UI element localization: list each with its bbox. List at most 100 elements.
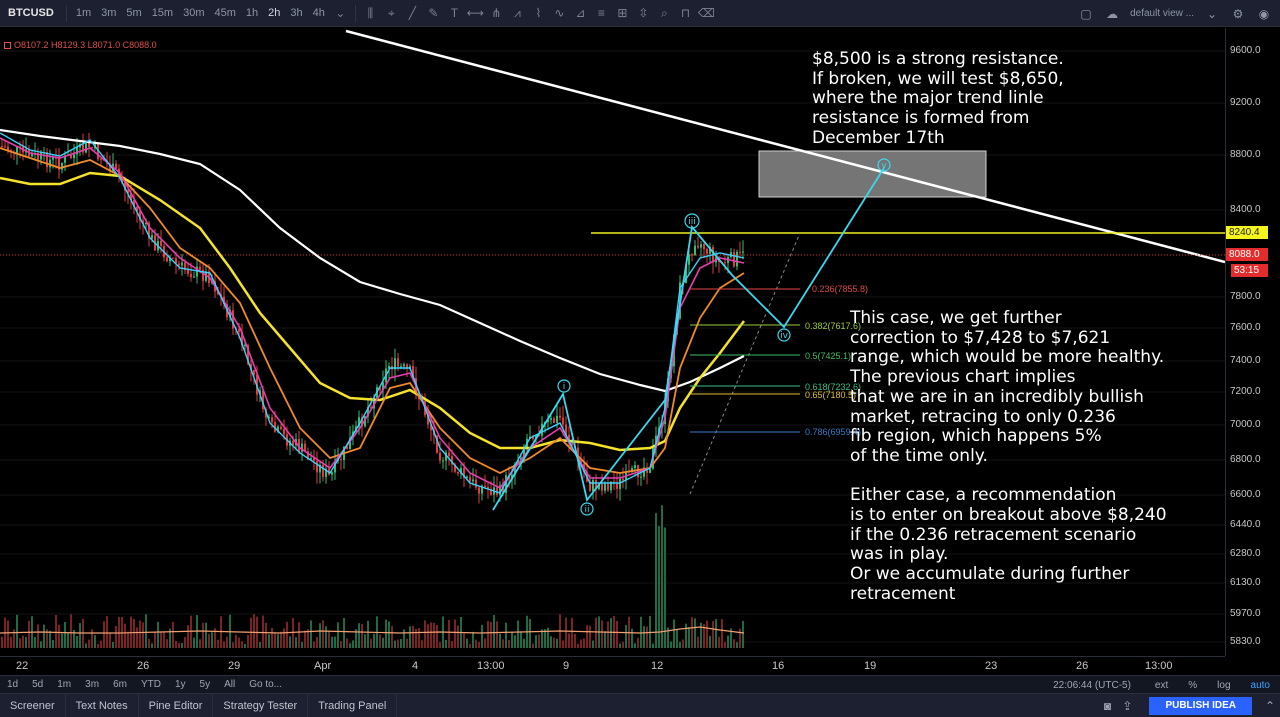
chevron-down-icon[interactable]: ⌄ — [335, 6, 346, 20]
percent-toggle[interactable]: % — [1188, 679, 1198, 691]
timeframe-4h[interactable]: 4h — [312, 7, 325, 19]
zoom-icon[interactable]: ⌕ — [661, 5, 668, 20]
volume-bar — [574, 634, 576, 648]
volume-bar — [595, 617, 597, 648]
divider — [65, 4, 67, 22]
price-axis[interactable]: 9600.0 9200.0 8800.0 8400.0 7800.0 7600.… — [1225, 28, 1280, 656]
volume-bar — [313, 641, 315, 648]
volume-bar — [553, 637, 555, 648]
timeframe-30m[interactable]: 30m — [183, 7, 205, 19]
layout-select[interactable]: default view ... — [1130, 8, 1194, 19]
trendline-icon[interactable]: ╱ — [408, 6, 417, 20]
range-1d[interactable]: 1d — [7, 679, 19, 690]
candle-body — [514, 464, 516, 475]
elliott-wave-path[interactable] — [492, 167, 885, 511]
volume-bar — [367, 620, 369, 648]
candle-body — [454, 464, 456, 472]
candle-body — [505, 475, 507, 493]
symbol-name[interactable]: BTCUSD — [8, 7, 54, 19]
timeframe-1h[interactable]: 1h — [245, 7, 259, 19]
camera-icon[interactable]: ◙ — [1103, 699, 1112, 713]
range-5d[interactable]: 5d — [32, 679, 44, 690]
volume-bar — [715, 619, 717, 648]
resistance-note[interactable]: $8,500 is a strong resistance. If broken… — [812, 49, 1064, 148]
volume-bar — [703, 624, 705, 648]
camera-icon[interactable]: ◉ — [1258, 6, 1270, 21]
candle-body — [616, 483, 618, 489]
ma-10-line — [0, 132, 745, 494]
pattern-icon[interactable]: ⩘ — [514, 5, 521, 20]
pitchfork-icon[interactable]: ⋔ — [491, 6, 502, 20]
gann-icon[interactable]: ⊞ — [617, 6, 628, 20]
tab-pine-editor[interactable]: Pine Editor — [139, 693, 214, 717]
ext-toggle[interactable]: ext — [1154, 679, 1169, 691]
legend-marker — [4, 42, 11, 50]
chevron-up-icon[interactable]: ⌃ — [1264, 699, 1276, 713]
candle-body — [241, 331, 243, 346]
measure-icon[interactable]: ⇳ — [638, 6, 649, 20]
volume-bar — [388, 621, 390, 648]
range-1m[interactable]: 1m — [57, 679, 72, 690]
candle-body — [142, 220, 144, 225]
text-tool-icon[interactable]: T — [450, 6, 459, 20]
volume-bar — [625, 624, 627, 648]
range-all[interactable]: All — [224, 679, 236, 690]
timeframe-2h[interactable]: 2h — [268, 7, 281, 19]
bar-style-icon[interactable]: ⫼ — [367, 5, 374, 20]
crosshair-icon[interactable]: ⌖ — [388, 5, 395, 20]
scenario-note[interactable]: This case, we get further correction to … — [850, 308, 1167, 604]
candle-body — [190, 273, 192, 278]
bottom-panel-tabs: Screener Text Notes Pine Editor Strategy… — [0, 693, 1280, 717]
range-6m[interactable]: 6m — [113, 679, 127, 690]
brush-icon[interactable]: ✎ — [428, 6, 439, 20]
tab-text-notes[interactable]: Text Notes — [66, 693, 139, 717]
major-trendline[interactable] — [345, 29, 1225, 264]
candle-body — [388, 365, 390, 369]
candle-body — [196, 266, 198, 277]
eraser-icon[interactable]: ⌫ — [697, 6, 715, 20]
publish-idea-button[interactable]: PUBLISH IDEA — [1149, 697, 1252, 715]
forecast-icon[interactable]: ⊿ — [575, 6, 586, 20]
chevron-down-icon[interactable]: ⌄ — [1206, 6, 1218, 21]
chart-pane[interactable]: O8107.2 H8129.3 L8071.0 C8088.0 — [0, 28, 1280, 675]
timeframe-1m[interactable]: 1m — [75, 7, 92, 19]
candlesticks — [1, 132, 744, 504]
magnet-icon[interactable]: ⊓ — [680, 6, 691, 20]
volume-bar — [262, 615, 264, 648]
candle-body — [52, 157, 54, 160]
volume-bar — [490, 622, 492, 648]
time-axis[interactable]: 22 26 29 Apr 4 13:00 9 12 16 19 23 26 13… — [0, 656, 1225, 675]
range-1y[interactable]: 1y — [174, 679, 186, 690]
volume-bar — [73, 629, 75, 648]
tab-trading-panel[interactable]: Trading Panel — [308, 693, 398, 717]
auto-toggle[interactable]: auto — [1250, 679, 1270, 691]
fullscreen-icon[interactable]: ▢ — [1080, 6, 1092, 21]
volume-bar — [445, 639, 447, 648]
candle-body — [175, 258, 177, 264]
timeframe-3h[interactable]: 3h — [290, 7, 303, 19]
volume-bar — [517, 620, 519, 648]
share-icon[interactable]: ⇪ — [1122, 699, 1133, 713]
range-3m[interactable]: 3m — [85, 679, 100, 690]
clock-time: 22:06:44 (UTC-5) — [1053, 679, 1131, 691]
timeframe-15m[interactable]: 15m — [151, 7, 174, 19]
volume-bar — [721, 619, 723, 648]
volume-bar — [211, 632, 213, 648]
tab-strategy-tester[interactable]: Strategy Tester — [213, 693, 309, 717]
tab-screener[interactable]: Screener — [0, 693, 66, 717]
volume-bar — [685, 623, 687, 648]
goto-date[interactable]: Go to... — [249, 679, 283, 690]
elliott-wave-icon[interactable]: ⌇ — [535, 6, 542, 20]
horizontal-line-icon[interactable]: ⟷ — [466, 6, 484, 20]
timeframe-45m[interactable]: 45m — [214, 7, 236, 19]
range-5y[interactable]: 5y — [199, 679, 211, 690]
timeframe-5m[interactable]: 5m — [126, 7, 142, 19]
volume-bar — [562, 640, 564, 648]
range-ytd[interactable]: YTD — [140, 679, 161, 690]
fib-icon[interactable]: ≡ — [597, 6, 605, 20]
gear-icon[interactable]: ⚙ — [1232, 6, 1244, 21]
timeframe-3m[interactable]: 3m — [101, 7, 117, 19]
log-toggle[interactable]: log — [1217, 679, 1231, 691]
cycle-icon[interactable]: ∿ — [554, 6, 565, 20]
volume-bar — [724, 641, 726, 648]
